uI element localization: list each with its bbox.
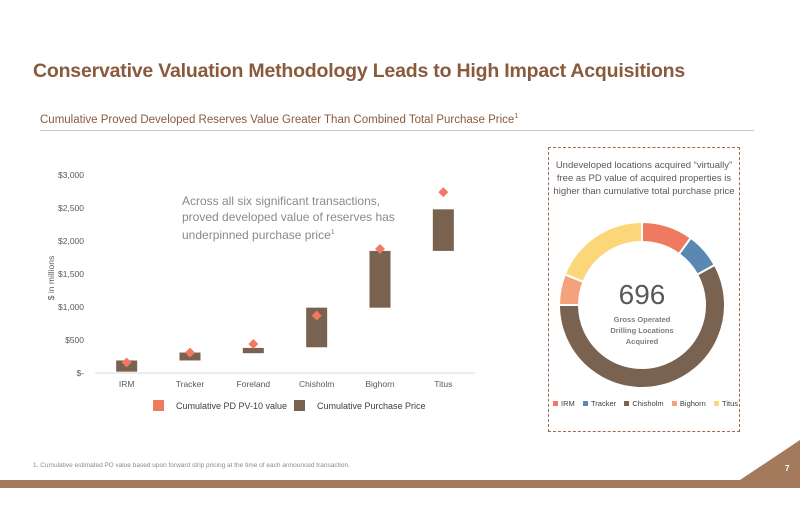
donut-slice xyxy=(563,220,643,284)
pd-value-marker xyxy=(185,347,195,358)
legend-pd-value: Cumulative PD PV-10 value xyxy=(153,400,287,411)
legend-pd-swatch xyxy=(153,400,164,411)
purchase-price-chart: $- $500 $1,000 $1,500 $2,000 $2,500 $3,000 $ in… xyxy=(46,170,475,389)
donut-slice xyxy=(557,263,726,389)
slide-subtitle: Cumulative Proved Developed Reserves Val… xyxy=(40,113,518,126)
chart-annotation: Across all six significant transactions,… xyxy=(182,193,412,243)
pd-value-marker xyxy=(375,243,385,254)
annotation-text: Across all six significant transactions,… xyxy=(182,194,395,242)
legend-purchase-price: Cumulative Purchase Price xyxy=(294,400,426,411)
x-tick-label: IRM xyxy=(119,379,135,389)
donut-legend-label: Bighorn xyxy=(679,399,706,408)
y-tick-label: $- xyxy=(76,368,84,378)
y-tick-label: $2,000 xyxy=(58,236,84,246)
donut-center-value: 696 xyxy=(619,279,666,310)
y-tick-label: $1,500 xyxy=(58,269,84,279)
donut-legend-label: Tracker xyxy=(591,399,617,408)
footnote: 1. Cumulative estimated PD value based u… xyxy=(33,462,350,469)
pd-value-marker xyxy=(311,310,322,321)
donut-legend-swatch xyxy=(583,401,588,406)
donut-legend-swatch xyxy=(624,401,630,406)
x-tick-label: Chisholm xyxy=(299,379,334,389)
y-tick-label: $2,500 xyxy=(58,203,84,213)
subtitle-divider xyxy=(40,130,754,131)
purchase-price-bar xyxy=(369,250,391,308)
donut-center-label: Acquired xyxy=(626,337,659,346)
donut-legend-label: Titus xyxy=(722,399,738,408)
slide-title: Conservative Valuation Methodology Leads… xyxy=(33,60,686,82)
bottom-band xyxy=(0,480,800,488)
locations-panel xyxy=(548,147,740,432)
y-tick-label: $1,000 xyxy=(58,302,84,312)
x-tick-label: Titus xyxy=(434,379,452,389)
annotation-footnote-mark: 1 xyxy=(330,229,335,236)
legend-price-label: Cumulative Purchase Price xyxy=(317,400,426,411)
donut-legend-item: IRM xyxy=(553,399,575,408)
donut-center-label: Drilling Locations xyxy=(610,326,673,335)
legend-pd-label: Cumulative PD PV-10 value xyxy=(176,400,288,411)
donut-legend-label: IRM xyxy=(561,399,575,408)
donut-legend: IRM Tracker Chisholm Bighorn Titus xyxy=(553,399,738,408)
subtitle-text: Cumulative Proved Developed Reserves Val… xyxy=(40,113,515,126)
donut-center-label: Gross Operated xyxy=(614,315,671,324)
purchase-price-bar xyxy=(306,307,328,348)
purchase-price-bar xyxy=(242,347,264,354)
purchase-price-bar xyxy=(432,209,454,251)
donut-legend-item: Tracker xyxy=(583,399,616,408)
x-tick-label: Tracker xyxy=(176,379,205,389)
donut-legend-label: Chisholm xyxy=(632,399,664,408)
locations-note: Undeveloped locations acquired “virtuall… xyxy=(553,160,735,197)
subtitle-footnote-mark: 1 xyxy=(514,113,519,120)
y-axis-label: $ in millions xyxy=(46,256,56,300)
page-number: 7 xyxy=(785,464,790,473)
pd-value-marker xyxy=(438,187,449,198)
donut-legend-item: Titus xyxy=(714,399,738,408)
donut-legend-item: Bighorn xyxy=(671,399,706,408)
legend-price-swatch xyxy=(294,400,305,411)
x-tick-label: Bighorn xyxy=(365,379,395,389)
x-tick-label: Foreland xyxy=(237,379,271,389)
y-tick-label: $500 xyxy=(65,335,84,345)
donut-legend-swatch xyxy=(714,401,720,406)
donut-legend-swatch xyxy=(553,401,558,406)
y-tick-label: $3,000 xyxy=(58,170,84,180)
donut-legend-swatch xyxy=(671,401,677,406)
donut-legend-item: Chisholm xyxy=(624,399,664,408)
